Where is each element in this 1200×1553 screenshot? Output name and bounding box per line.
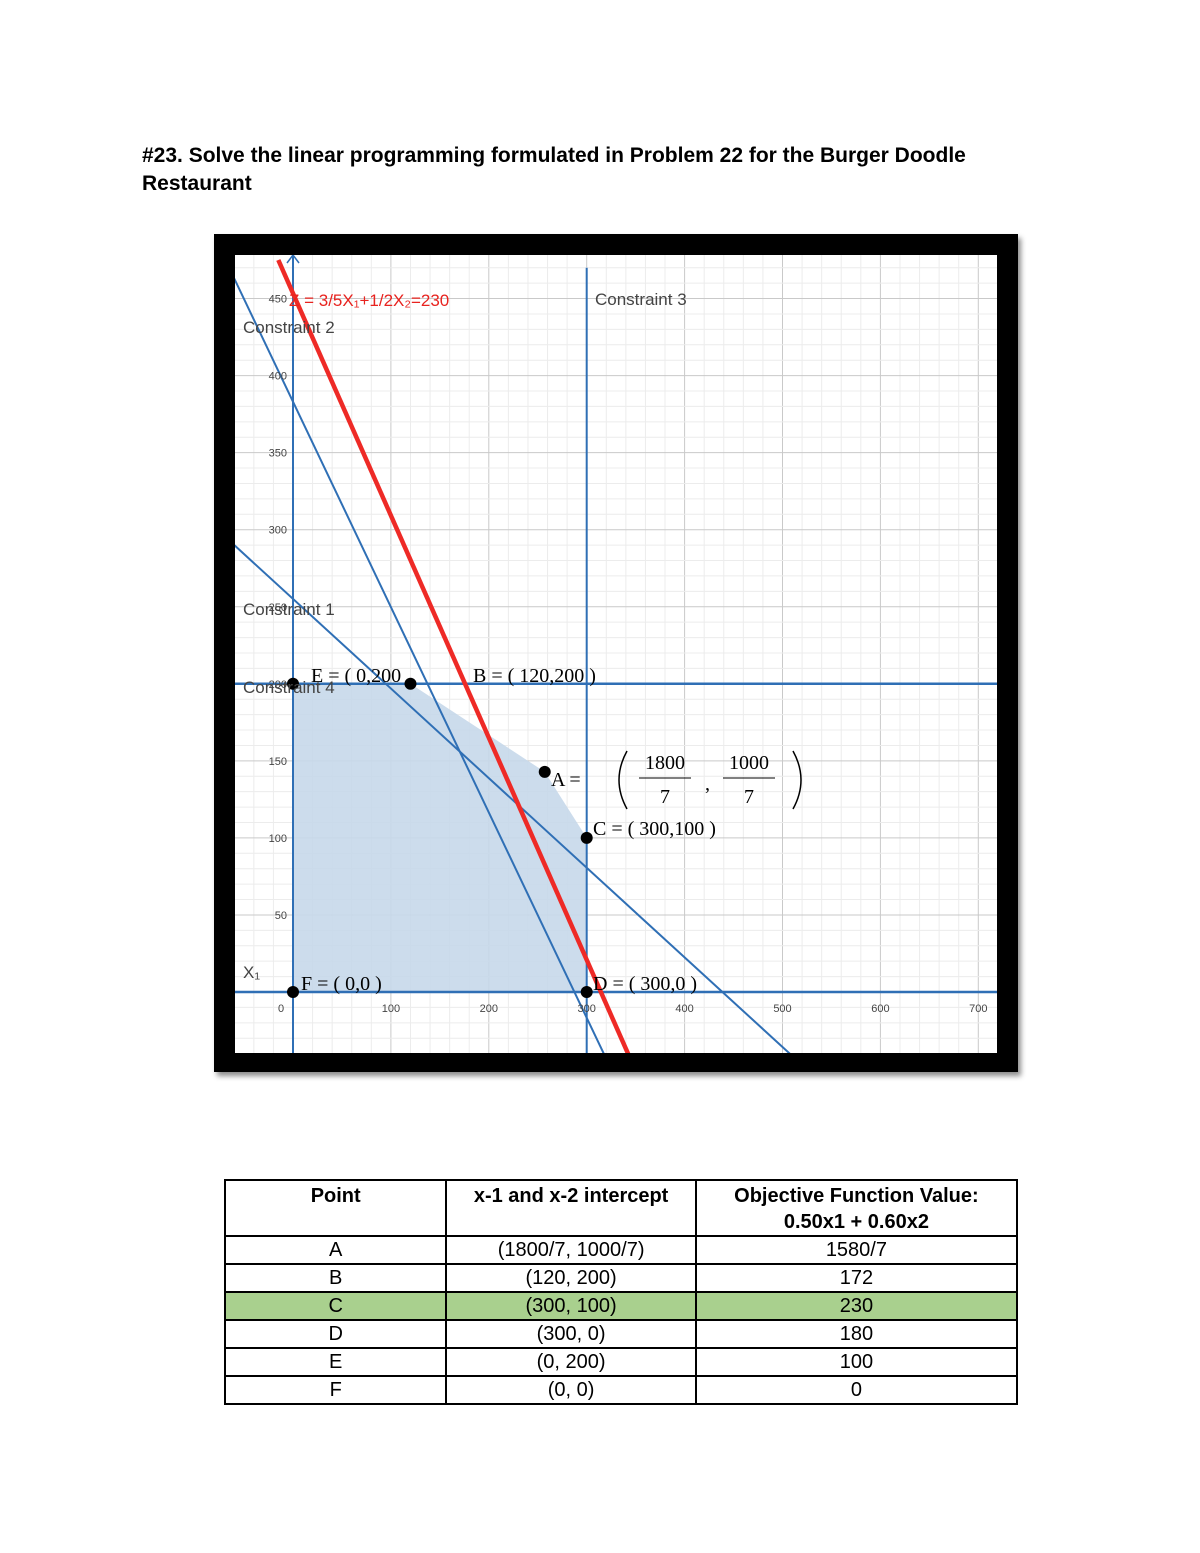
header-objective-value: Objective Function Value: 0.50x1 + 0.60x…	[694, 1179, 1019, 1237]
cell-intercept: (1800/7, 1000/7)	[445, 1235, 697, 1265]
feasible-region	[293, 683, 587, 992]
cell-objective-value: 180	[694, 1319, 1019, 1349]
lp-graph: 0 100 200 300 400 500 600 700 50 100 150 200 250 300 3…	[235, 255, 997, 1053]
cell-intercept: (120, 200)	[445, 1263, 697, 1293]
results-table: Point x-1 and x-2 intercept Objective Fu…	[223, 1179, 1019, 1405]
point-a-x-denominator: 7	[660, 786, 670, 808]
cell-intercept: (0, 0)	[445, 1375, 697, 1405]
cell-objective-value: 100	[694, 1347, 1019, 1377]
cell-point: A	[223, 1235, 448, 1265]
table-row: A (1800/7, 1000/7) 1580/7	[223, 1235, 1019, 1265]
axes	[235, 255, 997, 1053]
table-row: C (300, 100) 230	[223, 1291, 1019, 1321]
table-row: F (0, 0) 0	[223, 1375, 1019, 1405]
table-body: A (1800/7, 1000/7) 1580/7 B (120, 200) 172 C (3…	[223, 1235, 1019, 1405]
y-tick-label: 400	[269, 371, 287, 383]
point-c-marker	[580, 831, 593, 844]
x-tick-label: 300	[578, 1003, 596, 1015]
x-axis-label: X₁	[243, 963, 260, 982]
point-b-label: B = ( 120,200 )	[473, 665, 596, 687]
feasible-region-layer	[293, 683, 587, 992]
point-c-label: C = ( 300,100 )	[593, 818, 716, 840]
cell-point: D	[223, 1319, 448, 1349]
constraint-lines	[235, 267, 997, 1053]
y-tick-label: 250	[269, 602, 287, 614]
y-tick-label: 450	[269, 294, 287, 306]
point-a-y-denominator: 7	[744, 786, 754, 808]
constraint-4-label: Constraint 4	[243, 678, 335, 697]
x-tick-label: 200	[480, 1003, 498, 1015]
point-f-marker	[287, 986, 299, 998]
tick-labels: 0 100 200 300 400 500 600 700 50 100 150 200 250 300 3…	[243, 294, 987, 1015]
x-tick-label: 700	[969, 1003, 987, 1015]
table-row: B (120, 200) 172	[223, 1263, 1019, 1293]
corner-points	[287, 677, 593, 998]
x-tick-label: 600	[871, 1003, 889, 1015]
header-intercept: x-1 and x-2 intercept	[445, 1179, 697, 1237]
x-tick-label: 100	[382, 1003, 400, 1015]
cell-intercept: (0, 200)	[445, 1347, 697, 1377]
cell-objective-value: 172	[694, 1263, 1019, 1293]
point-a-comma: ,	[705, 773, 710, 795]
table-row: E (0, 200) 100	[223, 1347, 1019, 1377]
objective-line-layer	[276, 259, 631, 1053]
x-tick-label: 0	[278, 1003, 284, 1015]
cell-point: F	[223, 1375, 448, 1405]
cell-objective-value: 0	[694, 1375, 1019, 1405]
point-d-marker	[580, 986, 593, 998]
point-a-x-numerator: 1800	[645, 752, 685, 774]
x-tick-label: 500	[773, 1003, 791, 1015]
point-a-marker	[538, 765, 551, 778]
point-a-label: A =	[551, 769, 581, 791]
cell-point: E	[223, 1347, 448, 1377]
cell-objective-value: 1580/7	[694, 1235, 1019, 1265]
graph-frame: 0 100 200 300 400 500 600 700 50 100 150 200 250 300 3…	[214, 234, 1018, 1072]
objective-label: Z = 3/5X₁+1/2X₂=230	[289, 291, 449, 310]
problem-heading: #23. Solve the linear programming formul…	[142, 144, 966, 195]
table-row: D (300, 0) 180	[223, 1319, 1019, 1349]
point-b-marker	[404, 677, 417, 690]
point-a-open-paren	[618, 750, 628, 810]
y-tick-label: 100	[269, 833, 287, 845]
x-tick-label: 400	[675, 1003, 693, 1015]
y-tick-label: 350	[269, 448, 287, 460]
y-tick-label: 150	[269, 756, 287, 768]
constraint-2-line	[235, 278, 605, 1053]
y-tick-label: 300	[269, 525, 287, 537]
chart-labels: Constraint 1 Constraint 2 Constraint 3 Cons…	[243, 290, 802, 995]
constraint-2-label: Constraint 2	[243, 318, 335, 337]
header-point: Point	[223, 1179, 448, 1237]
cell-intercept: (300, 0)	[445, 1319, 697, 1349]
cell-point: B	[223, 1263, 448, 1293]
cell-objective-value: 230	[694, 1291, 1019, 1321]
objective-line	[276, 259, 631, 1053]
constraint-3-label: Constraint 3	[595, 290, 687, 309]
point-e-label: E = ( 0,200	[311, 665, 401, 687]
cell-point: C	[223, 1291, 448, 1321]
y-tick-label: 200	[269, 679, 287, 691]
y-tick-label: 50	[275, 910, 287, 922]
constraint-1-label: Constraint 1	[243, 600, 335, 619]
point-e-marker	[287, 677, 299, 690]
lp-graph-svg: 0 100 200 300 400 500 600 700 50 100 150 200 250 300 3…	[235, 255, 997, 1053]
point-f-label: F = ( 0,0 )	[301, 973, 382, 995]
cell-intercept: (300, 100)	[445, 1291, 697, 1321]
point-a-y-numerator: 1000	[729, 752, 769, 774]
table-header-row: Point x-1 and x-2 intercept Objective Fu…	[223, 1179, 1019, 1237]
point-d-label: D = ( 300,0 )	[593, 973, 697, 995]
point-a-close-paren	[792, 750, 802, 810]
constraint-1-line	[235, 544, 791, 1053]
y-axis-arrow-icon	[286, 255, 300, 264]
